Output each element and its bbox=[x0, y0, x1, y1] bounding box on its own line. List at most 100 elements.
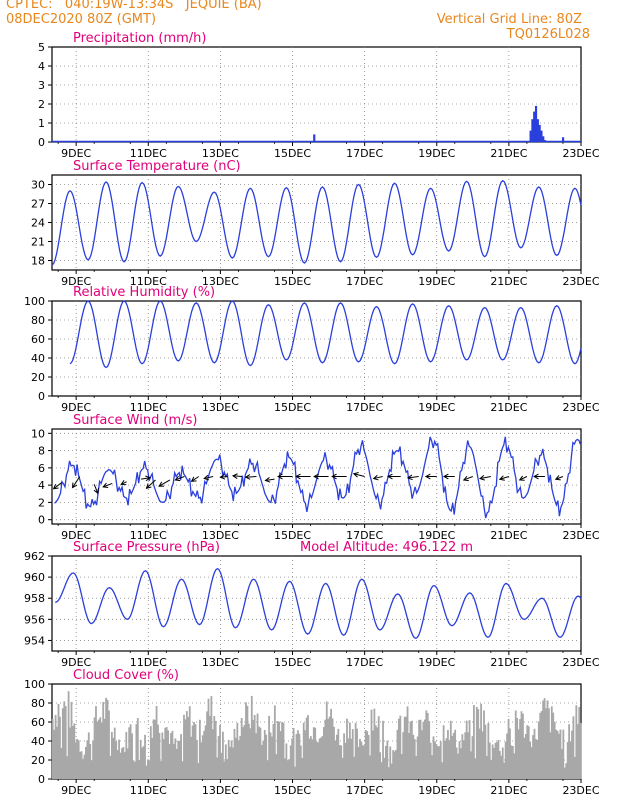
cloud-bar bbox=[363, 745, 366, 779]
cloud-bar bbox=[190, 736, 193, 779]
cloud-bar bbox=[136, 718, 139, 779]
y-tick-label: 5 bbox=[38, 41, 45, 54]
wind-arrow bbox=[499, 476, 510, 480]
wind-arrow-head bbox=[219, 473, 226, 480]
wind-arrow bbox=[53, 482, 63, 490]
panel-2 bbox=[48, 174, 582, 274]
cloud-bar bbox=[474, 758, 477, 779]
y-tick-label: 10 bbox=[31, 427, 45, 440]
y-tick-label: 21 bbox=[31, 236, 45, 249]
precip-bar bbox=[529, 130, 532, 142]
cloud-bar bbox=[402, 732, 405, 779]
cloud-bar bbox=[289, 745, 292, 779]
cloud-bar bbox=[164, 727, 167, 779]
cloud-bar bbox=[145, 765, 148, 779]
x-tick-label: 11DEC bbox=[130, 275, 167, 288]
x-tick-label: 17DEC bbox=[346, 147, 383, 160]
cloud-bar bbox=[138, 759, 141, 779]
wind-arrow-head bbox=[120, 480, 127, 486]
cloud-bar bbox=[147, 759, 149, 779]
cloud-bar bbox=[70, 701, 73, 779]
cloud-bar bbox=[223, 761, 226, 779]
x-tick-label: 23DEC bbox=[562, 147, 599, 160]
cloud-bar bbox=[206, 711, 208, 779]
cloud-bar bbox=[435, 744, 438, 779]
x-tick-label: 9DEC bbox=[61, 401, 91, 414]
cloud-bar bbox=[579, 723, 582, 779]
y-tick-label: 962 bbox=[24, 550, 45, 563]
cloud-bar bbox=[555, 729, 558, 779]
cloud-bar bbox=[540, 711, 543, 779]
cloud-bar bbox=[74, 742, 77, 779]
panel-title: Precipitation (mm/h) bbox=[73, 31, 206, 46]
cloud-bar bbox=[409, 721, 412, 779]
cloud-bar bbox=[360, 741, 363, 779]
cloud-bar bbox=[325, 701, 328, 779]
cloud-bar bbox=[255, 733, 257, 779]
cloud-bar bbox=[79, 751, 82, 779]
cloud-bar bbox=[523, 737, 526, 779]
cloud-bar bbox=[496, 742, 498, 779]
cloud-bar bbox=[84, 746, 87, 779]
plot-frame bbox=[51, 46, 582, 143]
y-tick-label: 20 bbox=[31, 754, 45, 767]
cloud-bar bbox=[200, 742, 203, 779]
wind-arrow-head bbox=[498, 475, 505, 481]
x-tick-label: 9DEC bbox=[61, 147, 91, 160]
cloud-bar bbox=[174, 738, 177, 779]
cloud-bar bbox=[204, 725, 207, 779]
cloud-bar bbox=[181, 761, 184, 779]
cloud-bar bbox=[246, 705, 249, 779]
x-tick-label: 23DEC bbox=[562, 784, 599, 797]
precip-bar bbox=[536, 119, 539, 142]
cloud-bar bbox=[268, 715, 270, 779]
cloud-bar bbox=[506, 733, 508, 779]
wind-arrow-head bbox=[71, 482, 78, 489]
cloud-bar bbox=[102, 701, 105, 779]
cloud-bar bbox=[259, 727, 262, 779]
wind-arrow-head bbox=[174, 475, 181, 482]
cloud-bar bbox=[317, 742, 320, 779]
cloud-bar bbox=[380, 762, 383, 779]
cloud-bar bbox=[328, 716, 331, 779]
cloud-bar bbox=[249, 728, 252, 779]
cloud-bar bbox=[187, 716, 190, 779]
cloud-bar bbox=[213, 715, 216, 779]
cloud-bar bbox=[373, 708, 376, 779]
cloud-bar bbox=[563, 767, 566, 779]
cloud-bar bbox=[99, 717, 102, 779]
cloud-bar bbox=[271, 736, 273, 779]
y-tick-label: 100 bbox=[24, 678, 45, 691]
cloud-bar bbox=[483, 710, 485, 779]
cloud-bar bbox=[305, 717, 308, 779]
cloud-bar bbox=[348, 722, 351, 779]
cloud-bar bbox=[125, 731, 128, 779]
cloud-bar bbox=[266, 760, 269, 779]
cloud-bar bbox=[418, 719, 420, 779]
series-line bbox=[69, 300, 582, 369]
cloud-bar bbox=[294, 766, 296, 779]
y-tick-label: 954 bbox=[24, 634, 45, 647]
cloud-bar bbox=[376, 727, 379, 779]
cloud-bar bbox=[310, 736, 312, 779]
cloud-bar bbox=[157, 724, 159, 779]
cloud-bar bbox=[324, 719, 327, 779]
cloud-bar bbox=[556, 730, 559, 779]
cloud-bar bbox=[230, 740, 233, 779]
x-tick-label: 9DEC bbox=[61, 656, 91, 669]
wind-arrow bbox=[245, 476, 257, 478]
cloud-bar bbox=[542, 700, 545, 779]
cloud-bar bbox=[487, 723, 490, 779]
x-tick-label: 11DEC bbox=[130, 401, 167, 414]
cloud-bar bbox=[103, 718, 106, 779]
cloud-bar bbox=[86, 740, 89, 779]
cloud-bar bbox=[522, 713, 524, 779]
x-tick-label: 21DEC bbox=[490, 275, 527, 288]
cloud-bar bbox=[426, 713, 429, 779]
cloud-bar bbox=[236, 722, 239, 779]
cloud-bar bbox=[320, 737, 322, 779]
cloud-bar bbox=[359, 738, 361, 779]
cloud-bar bbox=[209, 715, 211, 779]
wind-arrow-head bbox=[479, 475, 485, 481]
